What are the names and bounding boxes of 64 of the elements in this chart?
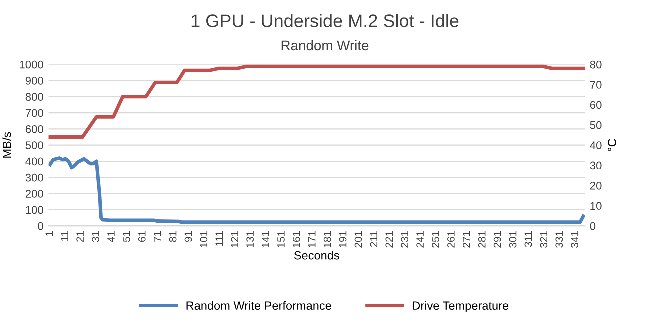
legend-label: Random Write Performance: [186, 301, 332, 310]
x-tick-label: 81: [169, 231, 177, 242]
x-tick-label: 131: [246, 231, 254, 248]
x-tick-label: 1: [46, 231, 53, 236]
x-tick-label: 51: [123, 231, 130, 242]
x-axis-title: Seconds: [294, 251, 340, 260]
x-tick-label: 321: [540, 231, 548, 248]
x-tick-label: 231: [401, 231, 409, 248]
x-tick-label: 141: [262, 231, 270, 248]
x-tick-label: 301: [509, 231, 517, 248]
x-tick-label: 111: [216, 231, 223, 246]
y2-tick-label: 50: [590, 121, 602, 130]
y-tick-label: 1000: [20, 60, 44, 69]
y-tick-label: 0: [38, 222, 44, 230]
x-tick-label: 71: [154, 231, 162, 242]
x-tick-label: 181: [324, 231, 332, 248]
y2-tick-label: 20: [590, 182, 602, 190]
y-tick-label: 700: [26, 109, 44, 118]
x-tick-label: 161: [292, 231, 300, 248]
y2-axis-title: °C: [608, 139, 616, 152]
y2-tick-label: 80: [590, 60, 602, 69]
y2-tick-label: 0: [590, 222, 596, 230]
y-tick-label: 100: [26, 206, 44, 214]
x-tick-label: 41: [108, 231, 115, 242]
y-tick-label: 900: [26, 77, 44, 85]
y2-tick-label: 60: [590, 101, 602, 110]
legend-label: Drive Temperature: [413, 301, 509, 312]
x-tick-label: 251: [432, 231, 440, 248]
x-tick-label: 341: [571, 231, 579, 248]
x-tick-label: 151: [278, 231, 285, 248]
chart-title: 1 GPU - Underside M.2 Slot - Idle: [192, 14, 459, 28]
y2-tick-label: 10: [590, 202, 602, 210]
x-tick-label: 271: [462, 231, 470, 248]
x-tick-label: 261: [448, 231, 455, 248]
x-tick-label: 241: [416, 231, 424, 248]
line-series: [48, 64, 585, 140]
x-tick-label: 191: [339, 231, 347, 248]
y2-tick-label: 30: [590, 162, 602, 170]
line-series: [48, 156, 585, 224]
y-axis-title: MB/s: [2, 132, 12, 158]
x-tick-label: 221: [386, 231, 393, 248]
x-tick-label: 21: [76, 231, 84, 242]
x-tick-label: 281: [478, 231, 486, 248]
x-tick-label: 61: [138, 231, 146, 242]
y-tick-label: 600: [26, 125, 44, 134]
x-tick-label: 121: [231, 231, 238, 248]
x-tick-label: 91: [184, 231, 192, 242]
y2-tick-label: 40: [590, 142, 602, 150]
x-tick-label: 201: [354, 231, 362, 248]
x-tick-label: 331: [556, 231, 564, 248]
x-tick-label: 101: [200, 231, 208, 248]
y-tick-label: 400: [26, 158, 44, 166]
chart-subtitle: Random Write: [282, 40, 369, 51]
x-tick-label: 11: [61, 231, 68, 241]
x-tick-label: 291: [494, 231, 502, 248]
y-tick-label: 800: [26, 93, 44, 102]
y-tick-label: 500: [26, 142, 44, 150]
x-tick-label: 31: [92, 231, 100, 242]
x-tick-label: 311: [524, 231, 532, 248]
x-tick-label: 211: [370, 231, 378, 248]
y-tick-label: 200: [26, 190, 44, 198]
y-tick-label: 300: [26, 174, 44, 182]
y2-tick-label: 70: [590, 81, 602, 89]
x-tick-label: 171: [308, 231, 316, 248]
